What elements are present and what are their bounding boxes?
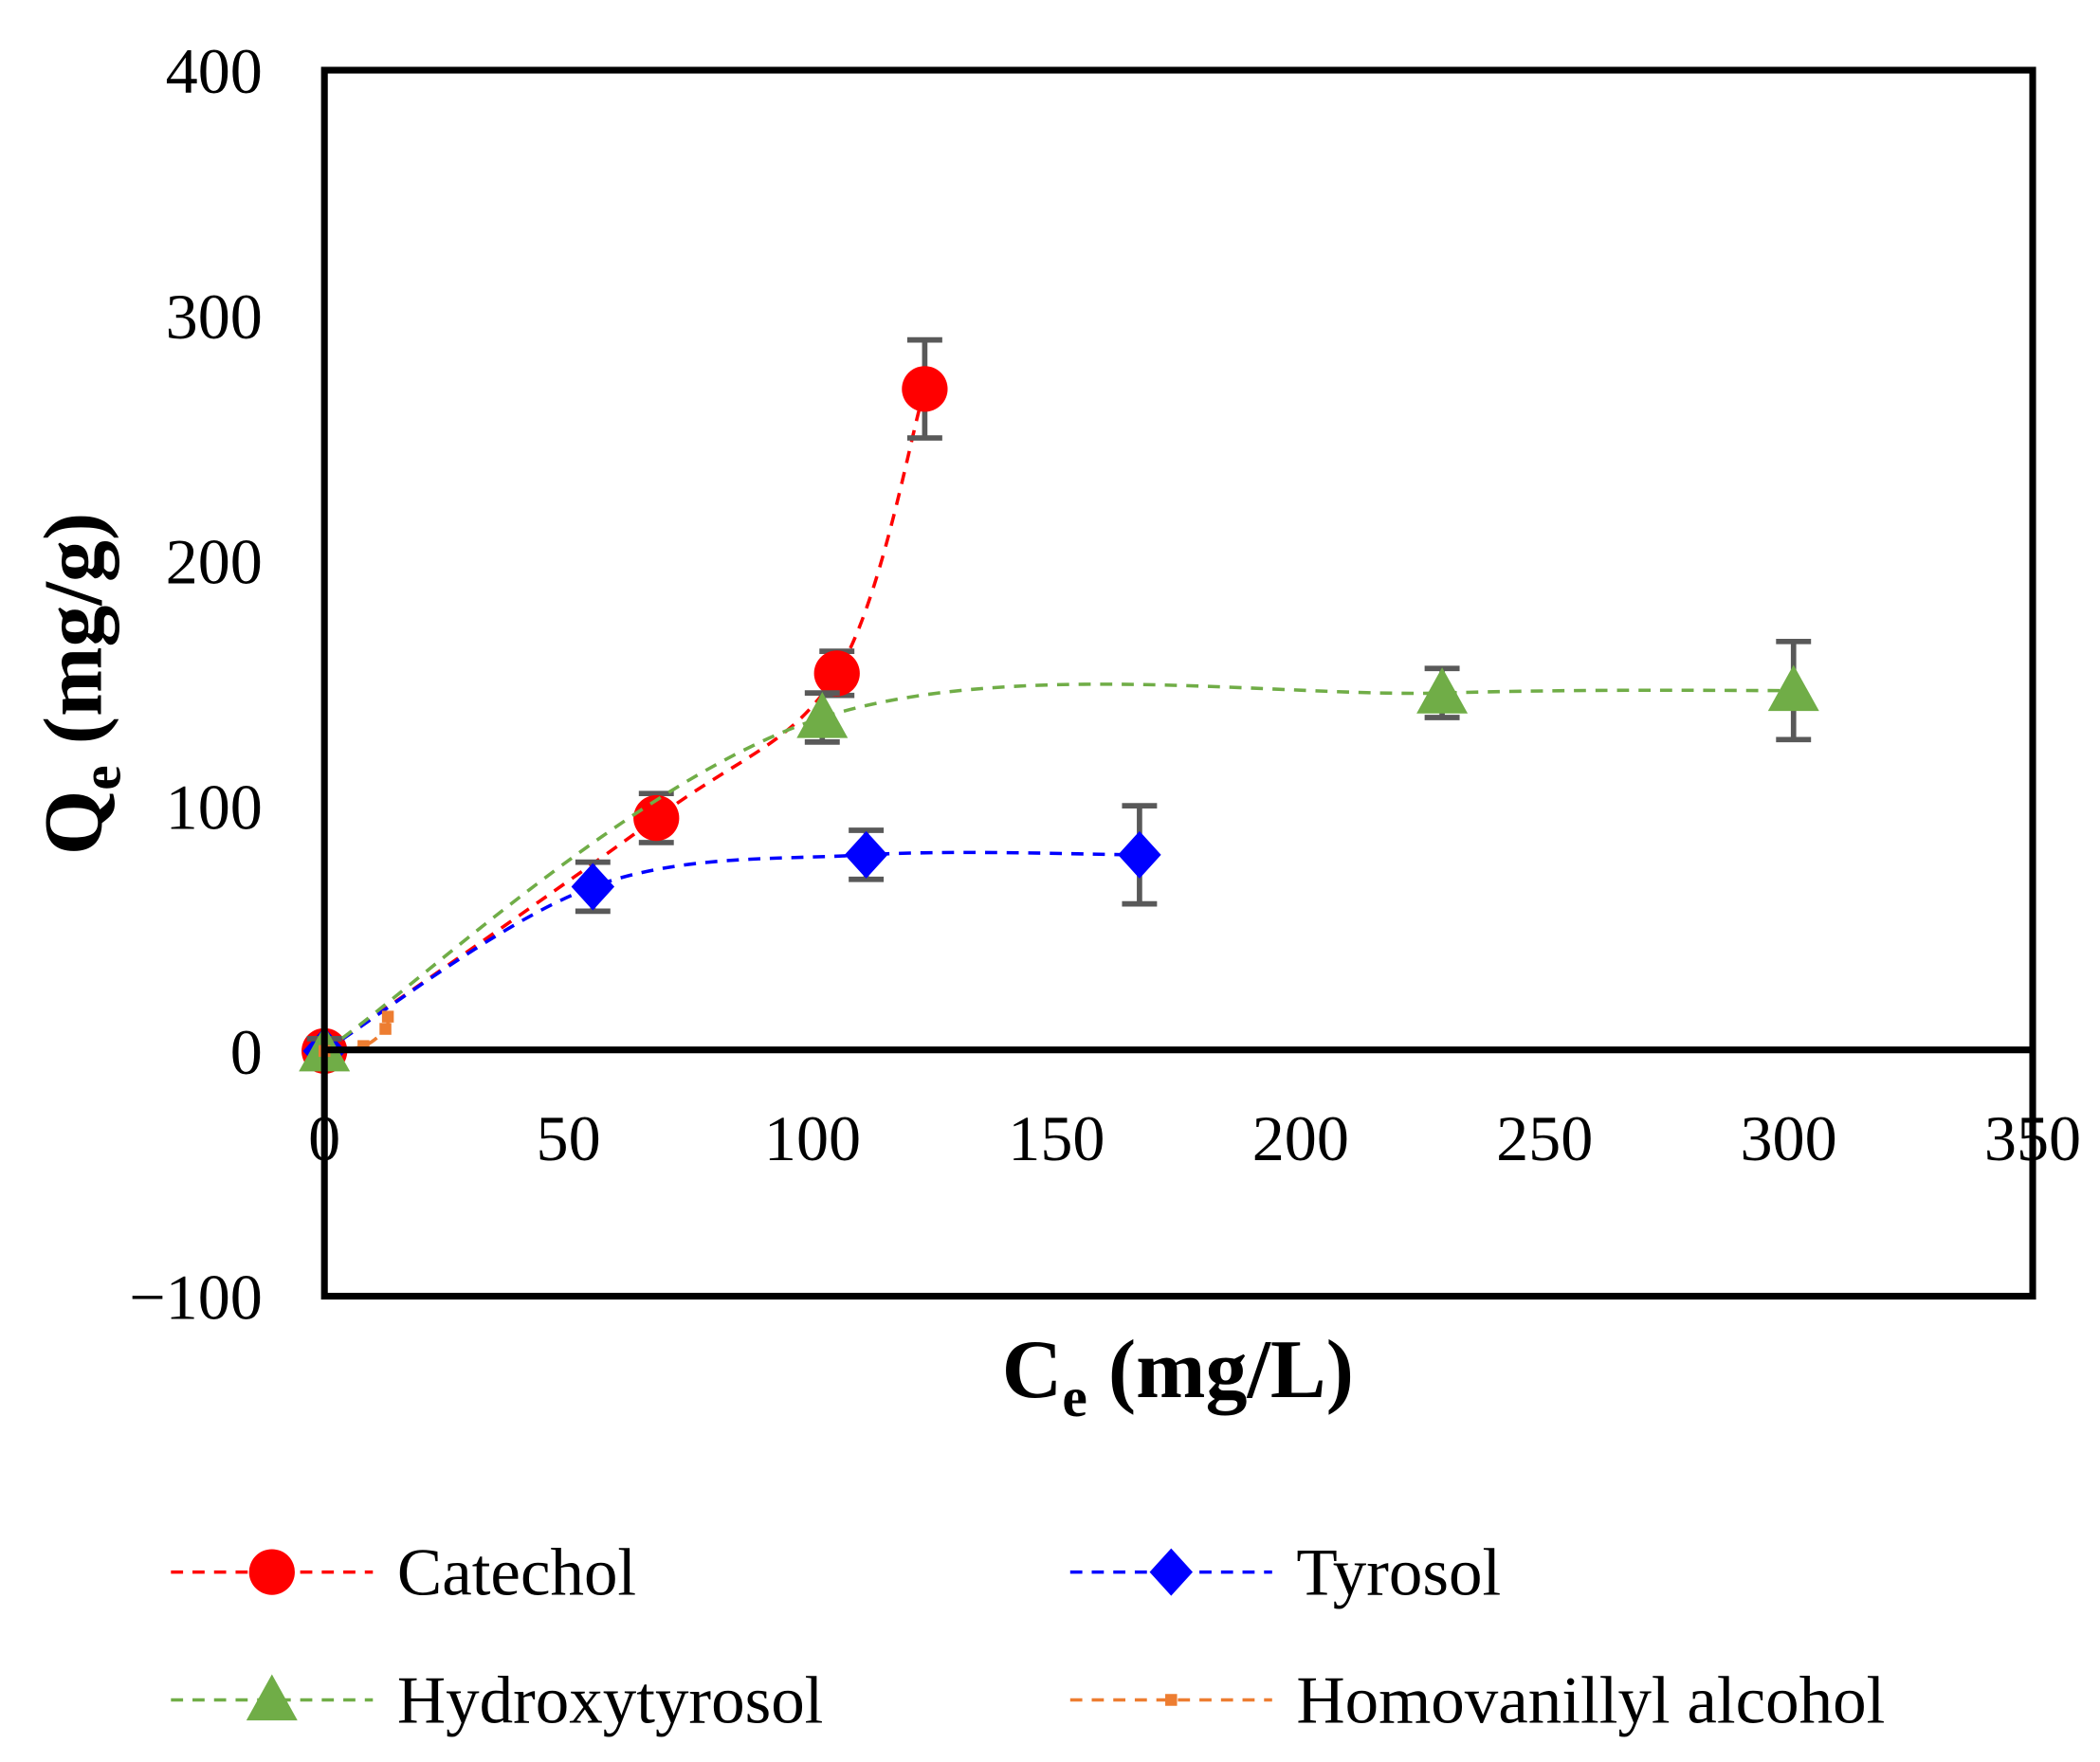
legend-label: Tyrosol: [1296, 1536, 1501, 1610]
x-tick-label: 250: [1496, 1102, 1593, 1174]
series-catechol: [301, 336, 948, 1074]
data-point-circle: [248, 1549, 295, 1595]
legend-item: Catechol: [171, 1536, 636, 1610]
x-axis-title: Ce (mg/L): [1002, 1324, 1354, 1428]
legend-label: Homovanillyl alcohol: [1296, 1664, 1885, 1738]
data-point-square: [381, 1010, 394, 1023]
data-point-square: [379, 1023, 392, 1035]
data-point-diamond: [844, 830, 888, 879]
data-point-square: [1165, 1694, 1178, 1706]
x-tick-labels: 0 50 100 150 200 250 300 350: [308, 1102, 2081, 1174]
legend-item: Homovanillyl alcohol: [1069, 1664, 1885, 1738]
legend-item: Hydroxytyrosol: [171, 1664, 823, 1738]
y-tick-labels: −100 0 100 200 300 400: [129, 35, 263, 1334]
y-tick-label: 400: [166, 35, 263, 107]
plot-marks: [299, 336, 1819, 1075]
legend: Catechol Tyrosol Hydroxytyrosol Homovanilly…: [171, 1536, 1885, 1738]
data-point-circle: [813, 650, 860, 697]
data-point-diamond: [1149, 1548, 1194, 1596]
x-tick-label: 0: [308, 1102, 340, 1174]
data-point-circle: [633, 794, 680, 842]
legend-label: Catechol: [397, 1536, 636, 1610]
y-tick-label: 300: [166, 281, 263, 353]
plot-frame: [320, 66, 2036, 1300]
y-axis-title: Qe (mg/g): [27, 513, 132, 855]
y-tick-label: 100: [166, 771, 263, 843]
trendline: [323, 850, 1140, 1053]
x-tick-label: 200: [1252, 1102, 1349, 1174]
data-point-triangle: [246, 1674, 298, 1721]
x-tick-label: 100: [764, 1102, 861, 1174]
x-tick-label: 50: [537, 1102, 601, 1174]
legend-label: Hydroxytyrosol: [397, 1664, 824, 1738]
data-point-diamond: [571, 863, 615, 911]
data-point-triangle: [796, 692, 849, 738]
y-tick-label: 0: [230, 1016, 263, 1088]
trendline: [323, 682, 1794, 1053]
legend-item: Tyrosol: [1069, 1536, 1501, 1610]
x-tick-label: 300: [1740, 1102, 1836, 1174]
x-tick-label: 350: [1984, 1102, 2081, 1174]
data-point-diamond: [1118, 830, 1161, 879]
data-point-triangle: [1767, 664, 1819, 712]
data-point-circle: [902, 366, 948, 412]
y-tick-label: −100: [129, 1262, 263, 1334]
series-tyrosol: [302, 803, 1161, 1075]
data-point-triangle: [1416, 667, 1469, 714]
y-tick-label: 200: [166, 526, 263, 598]
series-hydroxytyrosol: [299, 638, 1819, 1072]
x-tick-label: 150: [1008, 1102, 1105, 1174]
